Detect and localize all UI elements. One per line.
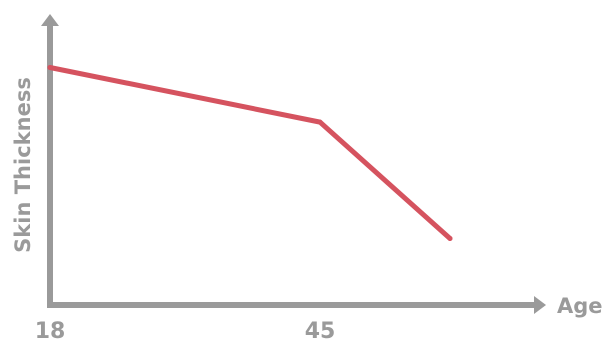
x-tick-label-18: 18 — [35, 319, 66, 344]
x-tick-labels: 18 45 — [35, 319, 336, 344]
series-layer — [47, 65, 453, 241]
axes-group — [41, 14, 546, 314]
line-point-1 — [47, 65, 53, 70]
x-axis-label: Age — [557, 294, 603, 318]
line-point-2 — [317, 119, 323, 125]
y-axis-label: Skin Thickness — [11, 77, 35, 253]
x-axis-arrowhead — [534, 296, 546, 314]
x-tick-label-45: 45 — [305, 319, 336, 344]
line-series-1 — [47, 65, 453, 241]
line-point-3 — [447, 236, 453, 241]
y-axis-arrowhead — [41, 14, 59, 26]
